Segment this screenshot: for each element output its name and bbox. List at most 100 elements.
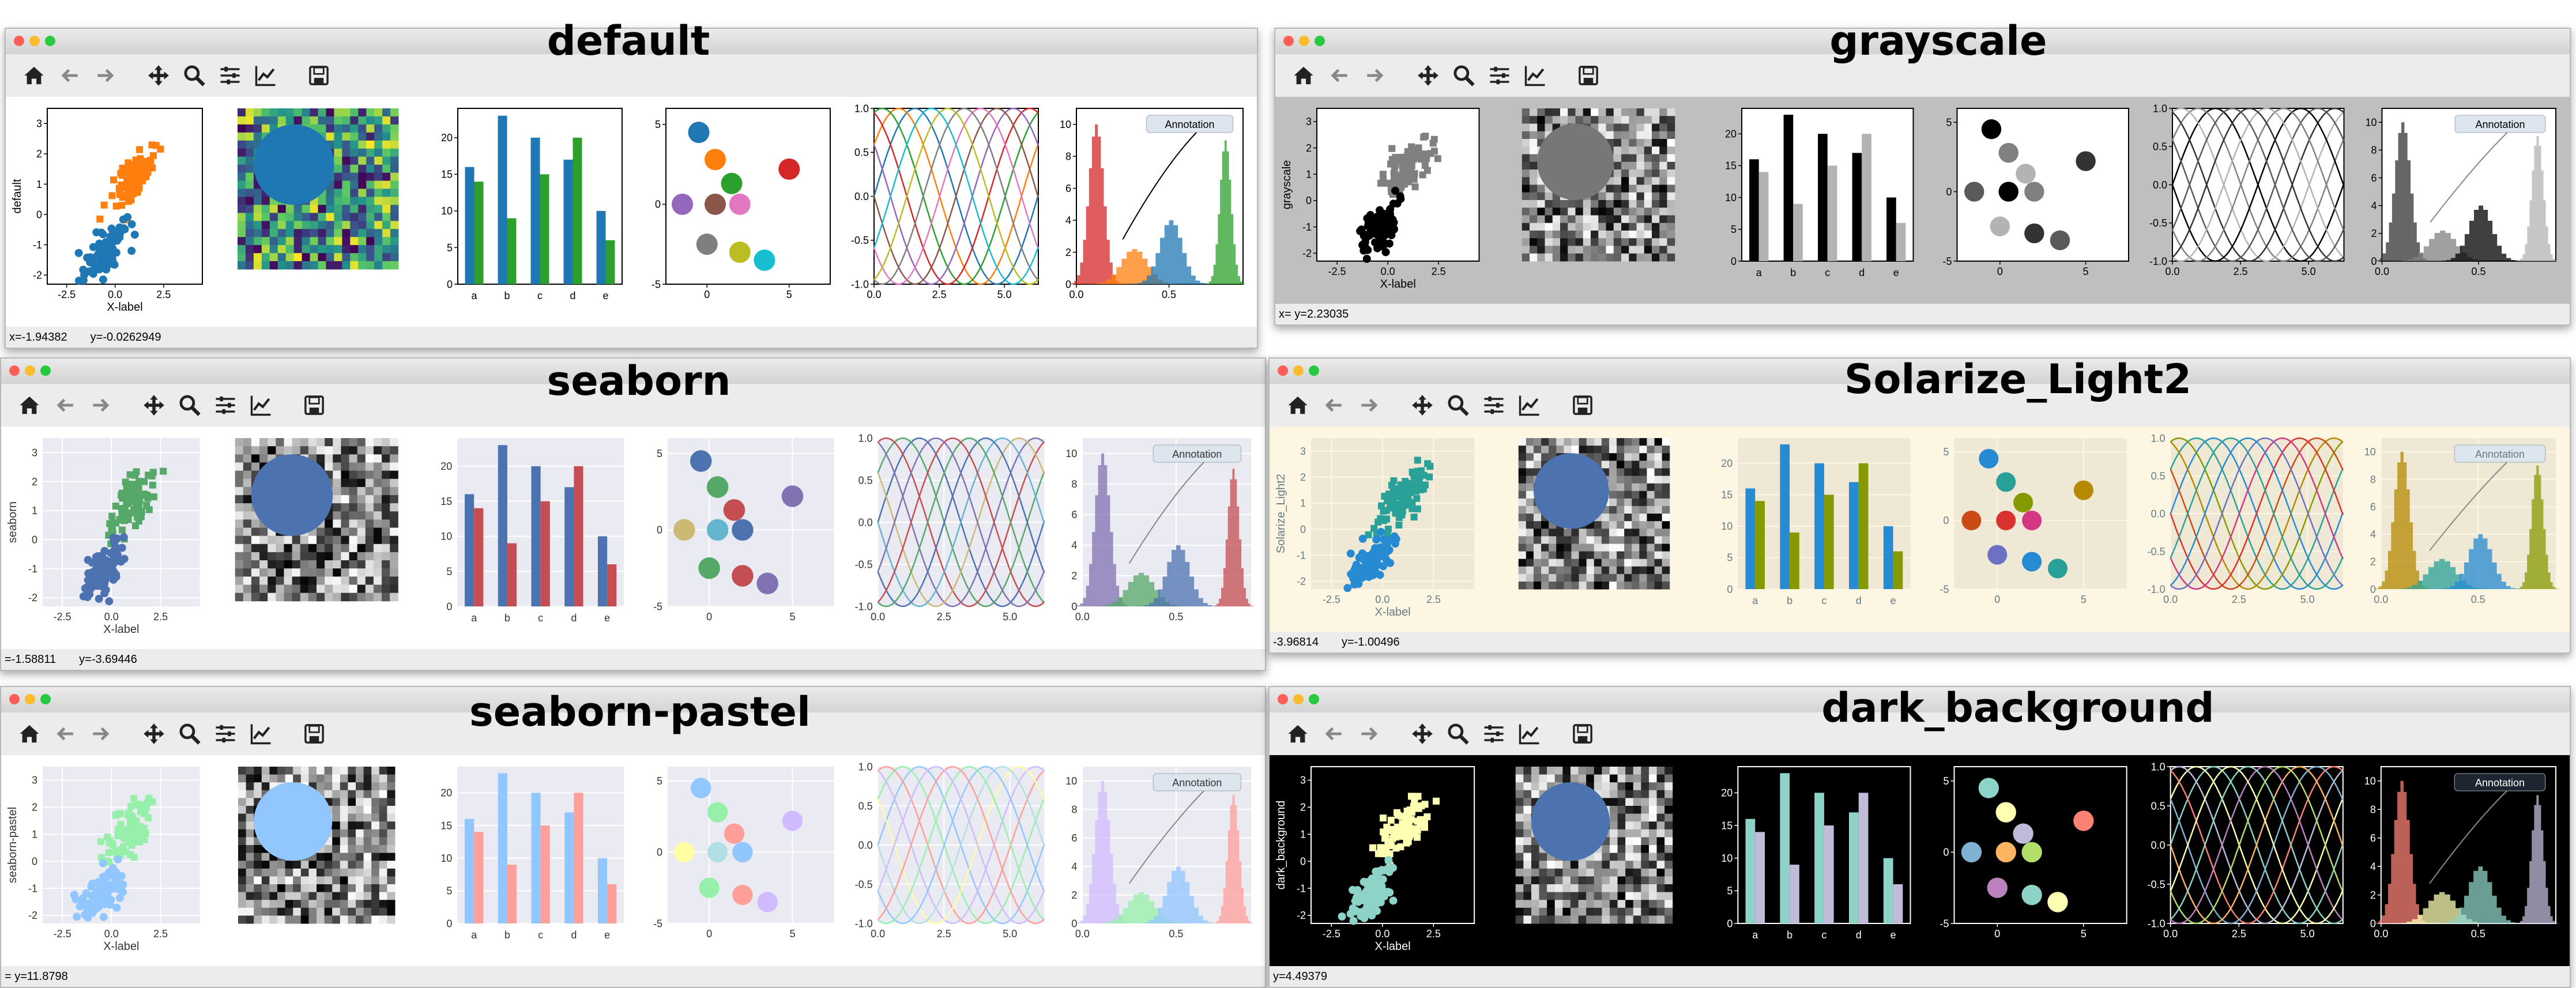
forward-arrow-button[interactable]: [83, 387, 119, 423]
zoom-window-button[interactable]: [1315, 36, 1325, 46]
x-tick-label: 2.5: [153, 928, 168, 940]
y-tick-label: 0: [32, 855, 37, 867]
annotation-box: [1146, 115, 1234, 133]
window-title-bar[interactable]: [6, 29, 1257, 55]
home-button[interactable]: [12, 716, 47, 752]
pan-move-button[interactable]: [1404, 716, 1440, 752]
minimize-window-button[interactable]: [25, 694, 35, 704]
cursor-coordinate-readout: y=4.49379: [1273, 970, 1327, 983]
back-arrow-button[interactable]: [1316, 716, 1351, 752]
save-floppy-button[interactable]: [301, 58, 337, 93]
home-button[interactable]: [16, 58, 52, 93]
pan-move-button[interactable]: [1410, 58, 1446, 93]
save-floppy-button[interactable]: [296, 387, 332, 423]
pan-move-button[interactable]: [136, 387, 172, 423]
zoom-magnifier-button[interactable]: [1446, 58, 1482, 93]
minimize-window-button[interactable]: [1299, 36, 1309, 46]
home-button[interactable]: [1280, 387, 1316, 423]
forward-arrow-button[interactable]: [1357, 58, 1393, 93]
back-arrow-button[interactable]: [1321, 58, 1357, 93]
close-window-button[interactable]: [9, 694, 20, 704]
minimize-window-button[interactable]: [29, 36, 40, 46]
sine-line: [873, 107, 1039, 285]
zoom-window-button[interactable]: [1309, 365, 1319, 376]
pan-move-button[interactable]: [136, 716, 172, 752]
pan-move-button[interactable]: [141, 58, 176, 93]
back-arrow-button[interactable]: [47, 387, 83, 423]
figure-canvas[interactable]: -2.5 0.0 2.5 -2 -1 0 1 2 3 X-label default 0 5 10 15 20…: [6, 97, 1257, 327]
scatter-point: [130, 823, 137, 831]
configure-subplots-button[interactable]: [1476, 387, 1512, 423]
x-tick-label: e: [604, 612, 610, 624]
zoom-magnifier-button[interactable]: [1440, 716, 1476, 752]
window-title-bar[interactable]: [1, 359, 1265, 384]
close-window-button[interactable]: [14, 36, 24, 46]
back-arrow-button[interactable]: [1316, 387, 1351, 423]
figure-canvas[interactable]: -2.5 0.0 2.5 -2 -1 0 1 2 3 X-label seaborn 0 5 10 15 20…: [1, 427, 1265, 649]
figure-canvas[interactable]: -2.5 0.0 2.5 -2 -1 0 1 2 3 X-label dark_background…: [1270, 755, 2570, 966]
close-window-button[interactable]: [1283, 36, 1294, 46]
edit-axis-lines-button[interactable]: [243, 387, 279, 423]
zoom-magnifier-button[interactable]: [172, 716, 208, 752]
y-tick-label: 1: [32, 505, 37, 516]
edit-axis-lines-button[interactable]: [243, 716, 279, 752]
save-floppy-button[interactable]: [1565, 387, 1600, 423]
edit-axis-lines-button[interactable]: [1512, 716, 1547, 752]
y-tick-label: 0: [1300, 855, 1306, 867]
circle-marker: [1998, 182, 2018, 202]
zoom-window-button[interactable]: [40, 694, 51, 704]
edit-axis-lines-button[interactable]: [1517, 58, 1553, 93]
y-tick-label: 20: [441, 132, 453, 144]
minimize-window-button[interactable]: [25, 365, 35, 376]
window-title-bar[interactable]: [1270, 359, 2570, 384]
figure-canvas[interactable]: -2.5 0.0 2.5 -2 -1 0 1 2 3 X-label seaborn-pastel 0…: [1, 755, 1265, 966]
back-arrow-button[interactable]: [47, 716, 83, 752]
close-window-button[interactable]: [1278, 694, 1288, 704]
scatter-point: [88, 257, 97, 265]
zoom-window-button[interactable]: [45, 36, 55, 46]
save-floppy-button[interactable]: [1571, 58, 1606, 93]
image-circle-patch: [253, 124, 334, 205]
minimize-window-button[interactable]: [1293, 694, 1304, 704]
configure-subplots-button[interactable]: [1476, 716, 1512, 752]
subplots-svg: -2.5 0.0 2.5-2-10123X-labelseaborn05101520…: [6, 432, 1257, 636]
x-tick-label: 2.5: [937, 928, 951, 940]
home-button[interactable]: [1280, 716, 1316, 752]
close-window-button[interactable]: [9, 365, 20, 376]
forward-arrow-button[interactable]: [1351, 387, 1387, 423]
scatter-point: [126, 510, 134, 517]
home-button[interactable]: [1286, 58, 1321, 93]
configure-subplots-button[interactable]: [208, 716, 243, 752]
scatter-point: [1395, 812, 1402, 819]
configure-subplots-button[interactable]: [1482, 58, 1517, 93]
edit-axis-lines-button[interactable]: [1512, 387, 1547, 423]
pan-move-button[interactable]: [1404, 387, 1440, 423]
back-arrow-button[interactable]: [52, 58, 88, 93]
zoom-window-button[interactable]: [1309, 694, 1319, 704]
window-title-bar[interactable]: [1270, 687, 2570, 713]
forward-arrow-button[interactable]: [83, 716, 119, 752]
x-tick-label: c: [538, 929, 543, 941]
cursor-coordinate-readout: y=-3.69446: [79, 653, 137, 666]
forward-arrow-button[interactable]: [1351, 716, 1387, 752]
zoom-window-button[interactable]: [40, 365, 51, 376]
figure-canvas[interactable]: -2.5 0.0 2.5 -2 -1 0 1 2 3 X-label grayscale 0 5 10 15…: [1275, 97, 2570, 304]
y-tick-label: 0: [1727, 583, 1733, 595]
scatter-point: [135, 830, 142, 838]
zoom-magnifier-button[interactable]: [172, 387, 208, 423]
home-button[interactable]: [12, 387, 47, 423]
edit-axis-lines-button[interactable]: [248, 58, 284, 93]
scatter-point: [1396, 829, 1404, 837]
minimize-window-button[interactable]: [1293, 365, 1304, 376]
close-window-button[interactable]: [1278, 365, 1288, 376]
save-floppy-button[interactable]: [1565, 716, 1600, 752]
x-tick-label: c: [538, 612, 543, 624]
configure-subplots-button[interactable]: [212, 58, 248, 93]
configure-subplots-icon: [1484, 396, 1504, 414]
forward-arrow-button[interactable]: [88, 58, 123, 93]
save-floppy-button[interactable]: [296, 716, 332, 752]
figure-canvas[interactable]: -2.5 0.0 2.5 -2 -1 0 1 2 3 X-label Solarize_Light2…: [1270, 427, 2570, 632]
zoom-magnifier-button[interactable]: [176, 58, 212, 93]
configure-subplots-button[interactable]: [208, 387, 243, 423]
zoom-magnifier-button[interactable]: [1440, 387, 1476, 423]
